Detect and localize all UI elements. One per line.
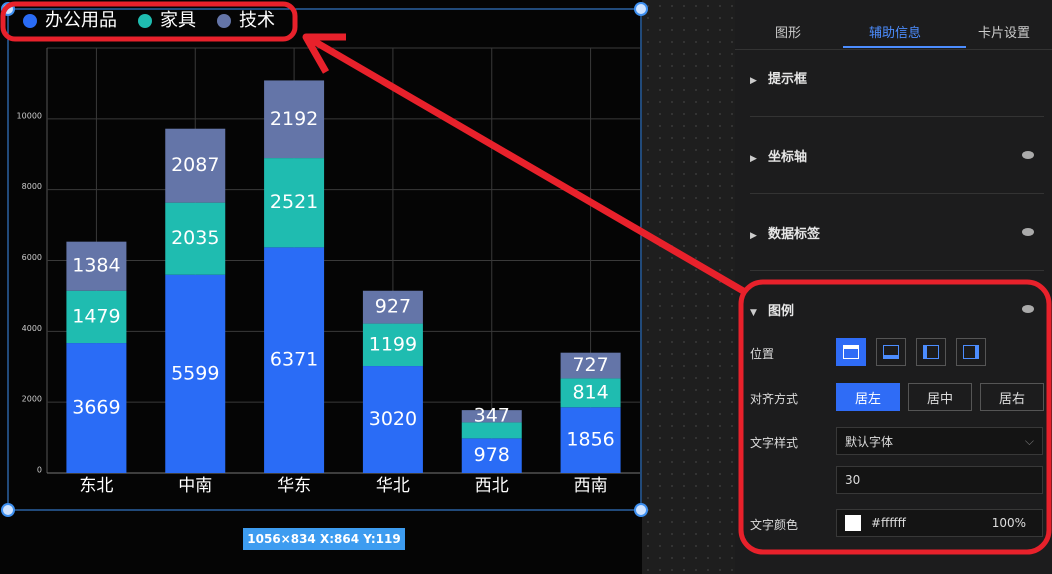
chart: 0 2000 4000 6000 8000 10000 东北 3669 1479 1384 中南 55…: [7, 8, 642, 511]
align-button[interactable]: 居中: [908, 383, 972, 411]
font-size-value: 30: [845, 473, 861, 487]
data-label: 1856: [566, 429, 614, 451]
y-tick-label: 6000: [22, 253, 42, 262]
data-label: 727: [572, 354, 608, 376]
x-tick-label: 西南: [574, 476, 608, 496]
field-label: 位置: [750, 347, 775, 361]
divider: [735, 49, 1052, 50]
position-bottom[interactable]: [876, 338, 906, 366]
align-button[interactable]: 居右: [980, 383, 1044, 411]
bar-segment: [362, 290, 423, 324]
bar-segment: [362, 323, 423, 367]
font-value: 默认字体: [845, 434, 894, 449]
bar-segment: [362, 366, 423, 473]
bar-segment: [66, 290, 127, 344]
tab-active[interactable]: 辅助信息: [869, 26, 922, 41]
section-title: 数据标签: [768, 227, 821, 242]
tab[interactable]: 图形: [775, 26, 802, 41]
legend-label: 办公用品: [45, 10, 117, 31]
data-label: 5599: [171, 362, 219, 384]
divider: [750, 116, 1044, 117]
x-tick-label: 中南: [178, 476, 212, 496]
visibility-toggle[interactable]: [1022, 228, 1034, 236]
data-label: 347: [474, 405, 510, 427]
position-left[interactable]: [916, 338, 946, 366]
bar-segment: [560, 378, 621, 408]
section-header[interactable]: ▶ 提示框: [750, 72, 808, 87]
x-tick-label: 华东: [277, 476, 311, 496]
bar-segment: [560, 352, 621, 379]
tab-underline: [843, 46, 966, 48]
section-title: 图例: [768, 304, 795, 319]
bar-segment: [66, 343, 127, 473]
settings-panel: 图形 辅助信息 卡片设置 ▶ 提示框 ▶ 坐标轴 ▶ 数据标签 ▼ 图例 位置 对齐方式…: [735, 0, 1052, 574]
legend-marker: [23, 14, 37, 28]
x-tick-label: 东北: [79, 476, 113, 496]
bar-segment: [461, 438, 522, 473]
data-label: 2035: [171, 227, 219, 249]
legend-marker: [138, 14, 152, 28]
dropdown-arrow: ⌵: [1024, 433, 1034, 448]
section-header[interactable]: ▶ 数据标签: [750, 223, 1044, 242]
divider: [750, 193, 1044, 194]
y-tick-label: 4000: [22, 324, 42, 333]
divider: [750, 270, 1044, 271]
data-label: 814: [572, 381, 608, 403]
color-swatch[interactable]: [845, 515, 861, 531]
data-label: 1479: [72, 305, 120, 327]
bar-segment: [66, 241, 127, 291]
data-label: 2192: [270, 108, 318, 130]
data-label: 1384: [72, 255, 120, 277]
position-top[interactable]: [836, 338, 866, 366]
field-label: 对齐方式: [750, 392, 799, 406]
bar-segment: [461, 410, 522, 423]
data-label: 2521: [270, 191, 318, 213]
y-tick-label: 0: [37, 466, 42, 475]
legend-label: 家具: [160, 10, 196, 31]
font-size-input[interactable]: 30: [836, 466, 1043, 494]
data-label: 1199: [369, 333, 417, 355]
section-title: 坐标轴: [768, 150, 808, 165]
bar-segment: [560, 407, 621, 473]
bar-segment: [165, 202, 226, 275]
size-indicator: 1056×834 X:864 Y:119: [243, 528, 405, 550]
bar-segment: [461, 422, 522, 439]
data-label: 6371: [270, 349, 318, 371]
visibility-toggle[interactable]: [1022, 305, 1034, 313]
align-button[interactable]: 居左: [836, 383, 900, 411]
tab[interactable]: 卡片设置: [978, 26, 1031, 41]
data-label: 3020: [369, 408, 417, 430]
section-header[interactable]: ▼ 图例: [750, 300, 1044, 319]
y-tick-label: 2000: [22, 395, 42, 404]
data-label: 927: [375, 296, 411, 318]
visibility-toggle[interactable]: [1022, 151, 1034, 159]
legend-marker: [217, 14, 231, 28]
field-label: 文字样式: [750, 436, 799, 450]
canvas-margin: [642, 0, 735, 574]
data-label: 3669: [72, 397, 120, 419]
font-select[interactable]: 默认字体 ⌵: [836, 427, 1043, 455]
y-tick-label: 10000: [17, 111, 42, 120]
section-header[interactable]: ▶ 坐标轴: [750, 146, 1044, 165]
x-tick-label: 华北: [376, 476, 410, 496]
data-label: 978: [474, 444, 510, 466]
opacity-value: 100%: [991, 516, 1026, 530]
field-label: 文字颜色: [750, 518, 799, 532]
data-label: 2087: [171, 154, 219, 176]
x-tick-label: 西北: [475, 476, 509, 496]
color-value: #ffffff: [871, 516, 906, 530]
section-title: 提示框: [768, 72, 808, 87]
bar-segment: [165, 128, 226, 203]
color-input[interactable]: #ffffff 100%: [836, 509, 1043, 537]
position-right[interactable]: [956, 338, 986, 366]
legend-label: 技术: [239, 10, 275, 31]
y-tick-label: 8000: [22, 182, 42, 191]
bar-segment: [165, 274, 226, 473]
